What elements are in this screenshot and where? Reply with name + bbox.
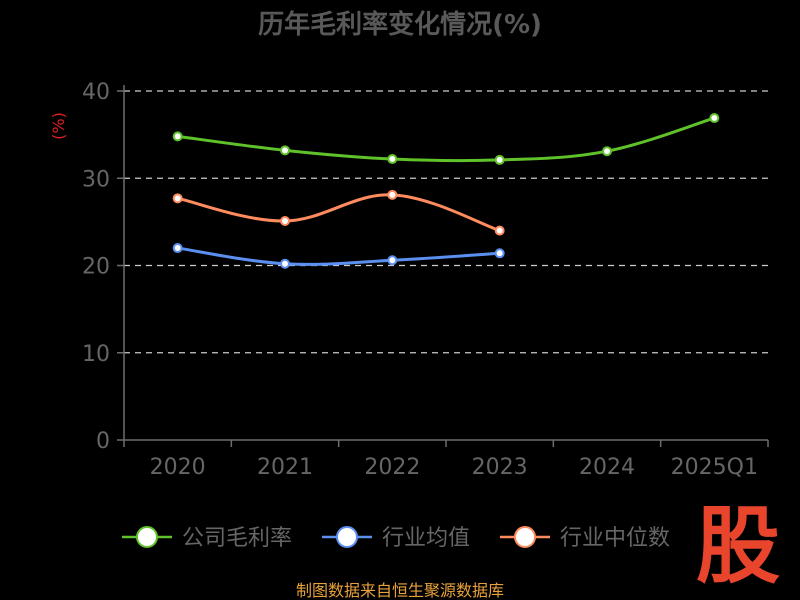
x-tick-label: 2025Q1 [671, 455, 758, 480]
series-0 [172, 113, 720, 165]
data-point [172, 131, 183, 142]
data-point [387, 189, 398, 200]
y-tick-label: 30 [82, 167, 110, 192]
x-tick-label: 2022 [364, 455, 420, 480]
chart-title: 历年毛利率变化情况(%) [258, 9, 542, 40]
y-axis-label: (%) [49, 112, 68, 140]
x-tick-label: 2024 [579, 455, 635, 480]
data-point [387, 154, 398, 165]
data-point [172, 193, 183, 204]
x-tick-label: 2023 [472, 455, 528, 480]
source-text: 制图数据来自恒生聚源数据库 [296, 581, 504, 600]
y-tick-label: 10 [82, 342, 110, 367]
x-tick-label: 2020 [150, 455, 206, 480]
series-1 [172, 243, 505, 269]
y-tick-label: 0 [96, 429, 110, 454]
data-point [494, 225, 505, 236]
legend-label: 行业中位数 [560, 526, 670, 551]
series-line [177, 116, 715, 163]
series-line [177, 246, 500, 266]
x-tick-label: 2021 [257, 455, 313, 480]
series-2 [172, 189, 505, 236]
watermark-stamp: 股 [696, 497, 780, 595]
legend: 公司毛利率 行业均值 行业中位数 [122, 526, 670, 551]
legend-item: 公司毛利率 [122, 526, 292, 551]
data-point [280, 216, 290, 227]
legend-marker [514, 526, 536, 548]
series-line [177, 193, 501, 233]
data-point [494, 248, 505, 259]
data-point [494, 154, 505, 165]
y-tick-label: 40 [82, 80, 110, 105]
legend-label: 行业均值 [382, 526, 470, 551]
legend-label: 公司毛利率 [182, 526, 292, 551]
data-point [387, 255, 398, 266]
axes: 0 10 20 30 40 2020 2021 2022 2023 2024 2025Q1 [82, 80, 769, 480]
data-point [280, 258, 290, 269]
data-point [172, 243, 183, 254]
y-tick-label: 20 [82, 255, 110, 280]
data-point [602, 146, 612, 157]
data-point [709, 113, 720, 124]
legend-marker [136, 526, 158, 548]
series-lines [172, 113, 720, 269]
legend-marker [336, 526, 358, 548]
legend-item: 行业均值 [322, 526, 470, 551]
legend-item: 行业中位数 [500, 526, 670, 551]
grid-lines [124, 90, 768, 354]
data-point [280, 145, 290, 156]
